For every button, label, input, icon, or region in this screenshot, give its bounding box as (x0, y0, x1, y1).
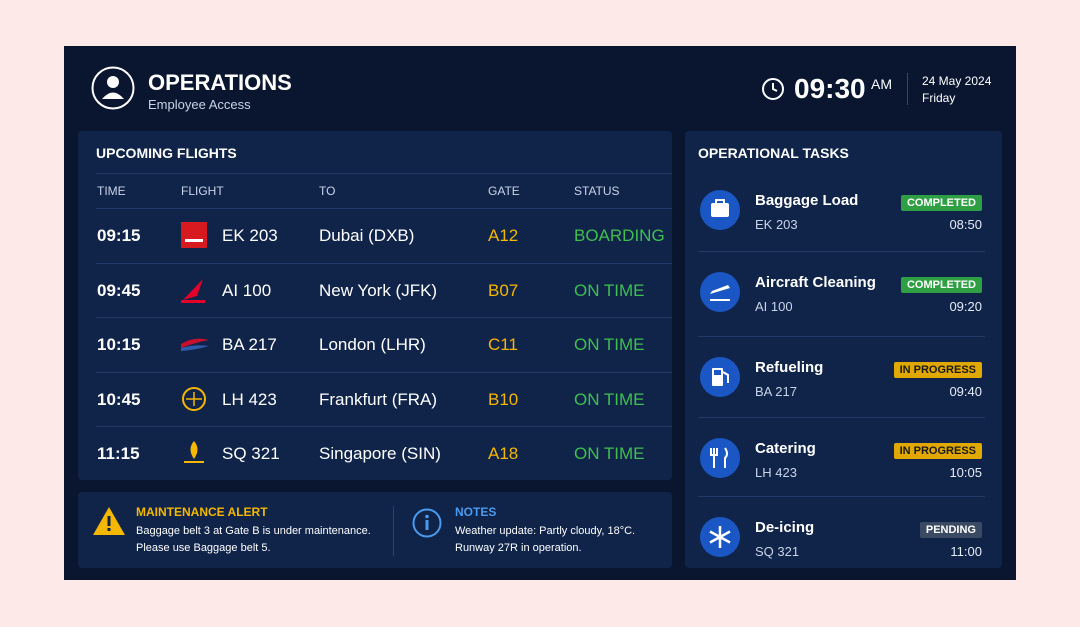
flight-cell: B10 (488, 389, 519, 409)
alert-card: MAINTENANCE ALERT Baggage belt 3 at Gate… (78, 492, 672, 568)
flight-cell: ON TIME (574, 335, 645, 354)
task-time: 09:40 (949, 384, 982, 399)
flight-cell: London (LHR) (319, 335, 426, 354)
task-icon (700, 517, 740, 562)
sep (96, 208, 672, 209)
task-name: Catering (755, 440, 816, 457)
flight-cell: ON TIME (574, 280, 645, 300)
flight-cell: New York (JFK) (319, 280, 438, 300)
task-name: Baggage Load (755, 192, 859, 209)
flight-cell: BA 217 (222, 335, 277, 354)
day: Friday (922, 91, 956, 105)
clock-icon (762, 78, 784, 100)
divider (393, 506, 394, 556)
task-icon (700, 438, 740, 483)
title: OPERATIONS (148, 70, 292, 95)
flight-cell: A12 (488, 226, 519, 245)
subtitle: Employee Access (148, 97, 251, 112)
flight-cell: 09:15 (97, 226, 141, 245)
task-name: Aircraft Cleaning (755, 274, 876, 291)
airline-logo (179, 330, 211, 363)
airline-logo (179, 439, 211, 472)
task-time: 10:05 (949, 465, 982, 480)
task-name: Refueling (755, 359, 824, 376)
flight-cell: A18 (488, 444, 519, 463)
column-header: FLIGHT (181, 184, 224, 198)
column-header: STATUS (574, 184, 620, 198)
screen: OPERATIONS Employee Access 09:30 AM 24 M… (64, 46, 1016, 580)
flights-title: UPCOMING FLIGHTS (96, 145, 237, 161)
info-icon (412, 508, 442, 538)
flight-cell: C11 (488, 335, 518, 354)
column-header: TO (319, 184, 336, 198)
task-status: IN PROGRESS (893, 362, 982, 378)
sep (96, 371, 672, 373)
column-header: GATE (488, 184, 520, 198)
sep (96, 173, 672, 174)
task-icon (700, 190, 740, 235)
task-time: 09:20 (949, 299, 982, 314)
task-icon (700, 272, 740, 317)
flight-cell: BOARDING (574, 226, 665, 245)
sep (698, 336, 985, 337)
alert-line: Baggage belt 3 at Gate B is under mainte… (136, 525, 371, 537)
notes-line: Runway 27R in operation. (455, 542, 582, 554)
alert-title: MAINTENANCE ALERT (136, 505, 268, 519)
warning-icon (93, 507, 125, 535)
flight-cell: Frankfurt (FRA) (319, 389, 438, 409)
sep (96, 317, 672, 318)
task-status: COMPLETED (900, 277, 982, 293)
flight-cell: Dubai (DXB) (319, 226, 415, 245)
notes-title: NOTES (455, 505, 497, 519)
sep (698, 496, 985, 497)
task-flight: LH 423 (755, 465, 797, 480)
task-status: IN PROGRESS (893, 443, 982, 459)
airline-logo (179, 276, 211, 309)
flights-card: UPCOMING FLIGHTS TIME FLIGHT TO GATE STATUS 0… (78, 131, 672, 480)
task-status: PENDING (919, 522, 982, 538)
task-time: 11:00 (950, 544, 982, 559)
flight-cell: AI 100 (222, 280, 272, 300)
flight-cell: EK 203 (222, 226, 278, 245)
task-status: COMPLETED (900, 195, 982, 211)
sep (698, 417, 985, 418)
date: 24 May 2024 (922, 74, 992, 88)
task-name: De-icing (755, 519, 815, 536)
airline-logo (179, 221, 211, 254)
airline-logo (179, 385, 211, 418)
clock-time: 09:30 (794, 73, 866, 104)
column-header: TIME (97, 184, 126, 198)
alert-line: Please use Baggage belt 5. (136, 542, 271, 554)
task-time: 08:50 (949, 217, 982, 232)
user-icon (91, 66, 135, 110)
task-flight: EK 203 (755, 217, 798, 232)
flight-cell: 09:45 (97, 280, 141, 300)
task-flight: BA 217 (755, 384, 797, 399)
task-icon (700, 357, 740, 402)
notes-line: Weather update: Partly cloudy, 18°C. (455, 525, 636, 537)
flight-cell: 11:15 (97, 444, 140, 463)
task-flight: AI 100 (755, 299, 793, 314)
sep (96, 262, 672, 264)
flight-cell: Singapore (SIN) (319, 444, 441, 463)
task-flight: SQ 321 (755, 544, 800, 559)
flight-cell: 10:45 (97, 389, 141, 409)
sep (698, 251, 985, 252)
sep (96, 426, 672, 427)
divider (907, 73, 908, 105)
flight-cell: SQ 321 (222, 444, 280, 463)
flight-cell: ON TIME (574, 389, 645, 409)
tasks-card: OPERATIONAL TASKS Baggage Load EK 203 COMP… (685, 131, 1002, 568)
flight-cell: B07 (488, 280, 519, 300)
flight-cell: ON TIME (574, 444, 645, 463)
clock-ampm: AM (871, 76, 892, 92)
flight-cell: LH 423 (222, 389, 277, 409)
tasks-title: OPERATIONAL TASKS (698, 145, 849, 161)
flight-cell: 10:15 (97, 335, 141, 354)
